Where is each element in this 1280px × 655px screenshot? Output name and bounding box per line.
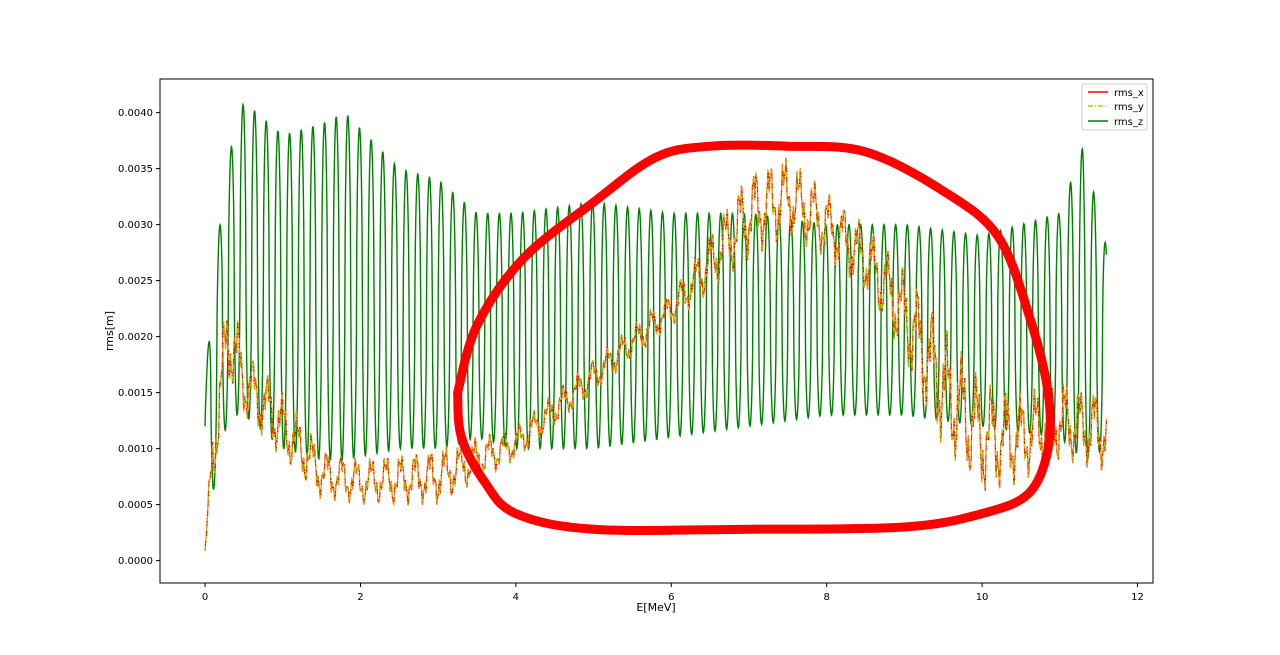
x-tick-label: 4 — [513, 592, 519, 603]
x-tick-label: 10 — [976, 592, 989, 603]
series-line-rms-y — [204, 158, 1107, 552]
x-axis-ticks: 0 2 4 6 8 10 12 — [202, 583, 1144, 603]
y-tick-label: 0.0000 — [118, 556, 153, 567]
legend-label-rms-x: rms_x — [1114, 88, 1144, 99]
x-tick-label: 0 — [202, 592, 208, 603]
y-tick-label: 0.0015 — [118, 388, 153, 399]
x-tick-label: 6 — [668, 592, 674, 603]
x-axis-label: E[MeV] — [636, 601, 675, 614]
series-group — [204, 102, 1108, 552]
y-axis-label: rms[m] — [103, 311, 116, 351]
x-tick-label: 12 — [1131, 592, 1144, 603]
y-tick-label: 0.0035 — [118, 164, 153, 175]
x-tick-label: 2 — [357, 592, 363, 603]
hand-drawn-annotation-loop — [453, 140, 1055, 535]
legend-box — [1081, 83, 1148, 131]
series-line-rms-z — [204, 102, 1108, 490]
legend: rms_x rms_y rms_z — [1081, 83, 1148, 131]
plot-area: 0 2 4 6 8 10 12 0.0000 0.0005 0.0010 0.0015 0.0020… — [103, 78, 1154, 614]
y-axis-ticks: 0.0000 0.0005 0.0010 0.0015 0.0020 0.0025 0.00… — [118, 108, 160, 567]
y-tick-label: 0.0005 — [118, 500, 153, 511]
legend-label-rms-y: rms_y — [1114, 102, 1144, 113]
axes-frame — [159, 78, 1154, 584]
x-tick-label: 8 — [823, 592, 829, 603]
legend-label-rms-z: rms_z — [1114, 117, 1143, 128]
y-tick-label: 0.0020 — [118, 332, 153, 343]
y-tick-label: 0.0025 — [118, 276, 153, 287]
y-tick-label: 0.0040 — [118, 108, 153, 119]
y-tick-label: 0.0030 — [118, 220, 153, 231]
y-tick-label: 0.0010 — [118, 444, 153, 455]
annotation-loop-stroke — [453, 140, 1055, 535]
